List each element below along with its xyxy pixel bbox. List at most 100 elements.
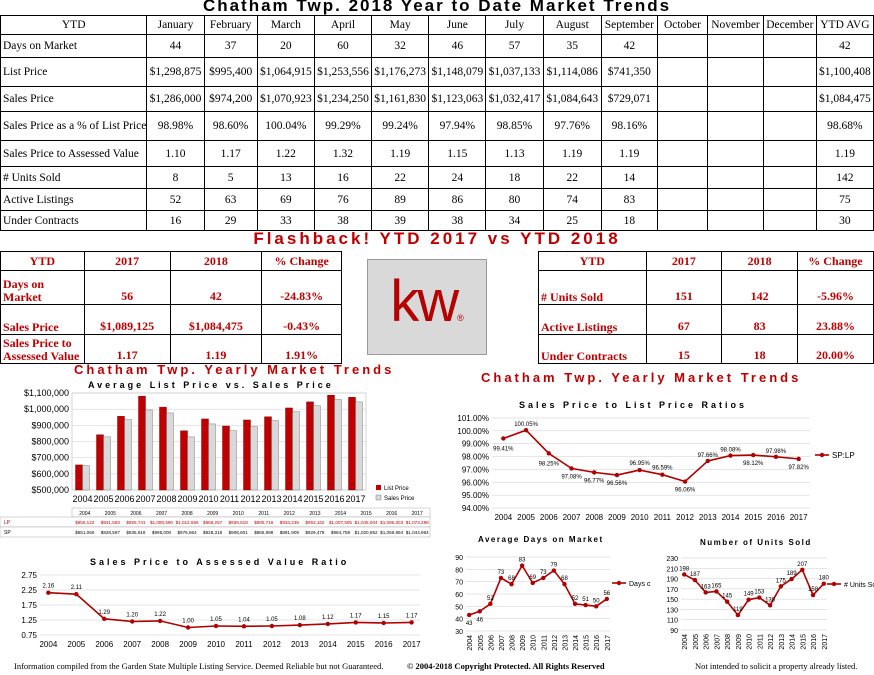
x-tick-label: 2015 [584, 635, 591, 651]
x-tick-label: 2004 [494, 513, 512, 522]
data-label: 1.17 [350, 613, 362, 619]
x-tick-label: 2011 [541, 635, 548, 650]
x-tick-label: 2005 [478, 635, 485, 651]
x-tick-label: 2015 [800, 634, 807, 650]
ytd-cell: $1,084,475 [815, 86, 874, 112]
x-tick-label: 2007 [135, 494, 155, 504]
data-point [381, 620, 386, 626]
ytd-cell: 142 [815, 166, 874, 189]
data-table-value: $895,716 [254, 520, 274, 525]
ytd-cell [762, 57, 817, 87]
data-table-value: $1,059,894 [380, 530, 403, 535]
ytd-cell: 8 [146, 166, 205, 189]
ytd-cell: 1.15 [428, 140, 487, 167]
y-tick-label: 1.75 [21, 601, 37, 610]
x-tick-label: 2010 [207, 640, 225, 649]
ytd-cell [762, 210, 817, 231]
data-point [509, 581, 514, 587]
flashback-title: Flashback! YTD 2017 vs YTD 2018 [253, 229, 621, 248]
data-label: 1.17 [406, 613, 418, 619]
data-table-value: $908,601 [229, 530, 249, 535]
ytd-header-row: YTD January February March April May June July A… [0, 15, 874, 35]
cmp-cell: 67 [645, 304, 723, 335]
data-table-year: 2006 [130, 511, 141, 517]
ytd-cell: 76 [313, 188, 373, 211]
ytd-cell [707, 188, 764, 211]
x-tick-label: 2016 [594, 635, 601, 651]
cmp-cell: 83 [721, 304, 798, 335]
y-tick-label: 80 [455, 567, 463, 574]
ytd-row: List Price $1,298,875 $995,400 $1,064,915 $1… [0, 57, 874, 87]
ytd-cell: 57 [485, 34, 544, 58]
ytd-cell: 29 [203, 210, 258, 231]
x-tick-label: 2008 [725, 634, 732, 650]
ytd-cell: 98.60% [203, 111, 258, 141]
ytd-col-header: February [203, 15, 258, 35]
data-label: 73 [498, 570, 505, 576]
y-tick-label: 95.00% [462, 491, 489, 500]
y-tick-label: 2.25 [21, 586, 37, 595]
ytd-cell [762, 140, 817, 167]
bar-sales-price [334, 399, 342, 491]
ytd-cell: 32 [371, 34, 430, 58]
ytd-cell: $1,032,417 [485, 86, 544, 112]
x-tick-label: 2015 [347, 640, 365, 649]
cmp-cell: 142 [721, 270, 798, 305]
legend-label-list: List Price [384, 486, 409, 492]
data-table-year: 2009 [207, 511, 218, 517]
ytd-cell: 16 [146, 210, 205, 231]
x-tick-label: 2004 [467, 635, 474, 651]
data-point [757, 595, 762, 600]
ytd-cell: 86 [428, 188, 487, 211]
x-tick-label: 2014 [573, 635, 580, 651]
x-tick-label: 2012 [552, 635, 559, 651]
y-tick-label: 230 [666, 556, 678, 563]
series-line [468, 564, 608, 616]
data-point [501, 436, 506, 441]
data-label: 1.04 [238, 617, 250, 623]
y-tick-label: 99.00% [462, 440, 489, 449]
y-tick-label: 96.00% [462, 478, 489, 487]
data-table-row-label: LP [4, 520, 11, 526]
ytd-cell: $1,114,086 [542, 57, 602, 87]
bar-sales-price [145, 409, 153, 491]
ytd-cell: $1,037,133 [485, 57, 544, 87]
cmp-row-label: # Units Sold [538, 270, 647, 305]
x-tick-label: 2014 [319, 640, 337, 649]
data-label: 98.08% [720, 448, 741, 454]
cmp-cell: 20.00% [796, 334, 874, 364]
cmp-row: Under Contracts 15 18 20.00% [538, 334, 874, 364]
ytd-cell: $1,253,556 [313, 57, 373, 87]
data-point [477, 609, 482, 614]
data-label: 97.82% [788, 465, 809, 471]
section-left-title: Chatham Twp. Yearly Market Trends [74, 362, 395, 377]
data-point [157, 618, 163, 624]
x-tick-label: 2014 [282, 494, 302, 504]
y-tick-label: 2.75 [21, 571, 37, 580]
ytd-row: Sales Price $1,286,000 $974,200 $1,070,923 $… [0, 86, 874, 112]
ytd-col-header: December [762, 15, 817, 35]
ytd-cell: 37 [203, 34, 258, 58]
ytd-cell [762, 86, 817, 112]
ytd-cell: 75 [815, 188, 874, 211]
ytd-row-label: Sales Price [0, 86, 148, 112]
data-label: 1.05 [266, 617, 278, 623]
bar-list-price [285, 407, 293, 491]
data-label: 2.16 [43, 584, 55, 590]
y-tick-label: 110 [667, 618, 678, 625]
data-point [714, 589, 719, 594]
data-label: 96.56% [607, 481, 628, 487]
ytd-row: # Units Sold 8 5 13 16 22 24 18 22 14 142 [0, 166, 874, 189]
data-point [594, 604, 599, 609]
cmp-cell: 23.88% [796, 304, 874, 335]
data-point [241, 624, 247, 629]
x-tick-label: 2004 [39, 640, 57, 649]
x-tick-label: 2006 [488, 635, 495, 651]
data-table-year: 2010 [233, 511, 244, 517]
data-label: 163 [701, 584, 712, 590]
ytd-cell: 14 [600, 166, 658, 189]
x-tick-label: 2017 [822, 634, 829, 650]
ytd-col-header: YTD [0, 15, 148, 35]
y-tick-label: 210 [666, 566, 678, 573]
ytd-cell: 1.22 [256, 140, 315, 167]
